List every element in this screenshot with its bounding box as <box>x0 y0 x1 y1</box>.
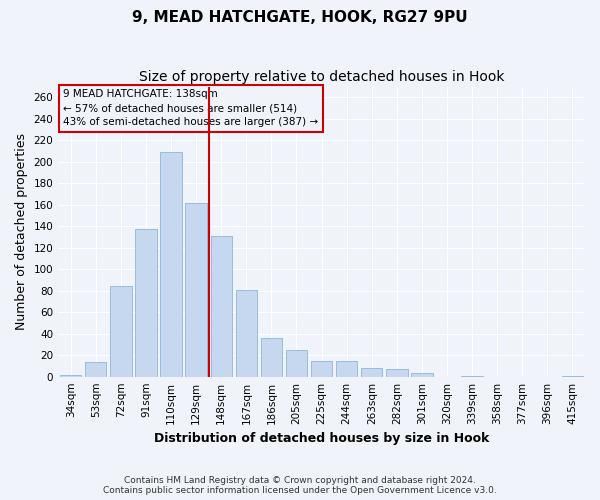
Text: 9 MEAD HATCHGATE: 138sqm
← 57% of detached houses are smaller (514)
43% of semi-: 9 MEAD HATCHGATE: 138sqm ← 57% of detach… <box>64 90 319 128</box>
Bar <box>361 368 382 376</box>
Bar <box>85 362 106 376</box>
Bar <box>110 286 131 376</box>
Bar <box>386 369 407 376</box>
Title: Size of property relative to detached houses in Hook: Size of property relative to detached ho… <box>139 70 505 84</box>
Bar <box>261 338 282 376</box>
Bar <box>286 350 307 376</box>
Text: Contains HM Land Registry data © Crown copyright and database right 2024.
Contai: Contains HM Land Registry data © Crown c… <box>103 476 497 495</box>
Bar <box>136 230 157 376</box>
X-axis label: Distribution of detached houses by size in Hook: Distribution of detached houses by size … <box>154 432 489 445</box>
Bar <box>236 290 257 376</box>
Bar <box>411 374 433 376</box>
Text: 9, MEAD HATCHGATE, HOOK, RG27 9PU: 9, MEAD HATCHGATE, HOOK, RG27 9PU <box>132 10 468 25</box>
Bar <box>211 236 232 376</box>
Bar <box>311 360 332 376</box>
Y-axis label: Number of detached properties: Number of detached properties <box>15 133 28 330</box>
Bar <box>336 360 358 376</box>
Bar <box>160 152 182 376</box>
Bar <box>60 374 82 376</box>
Bar <box>185 202 207 376</box>
